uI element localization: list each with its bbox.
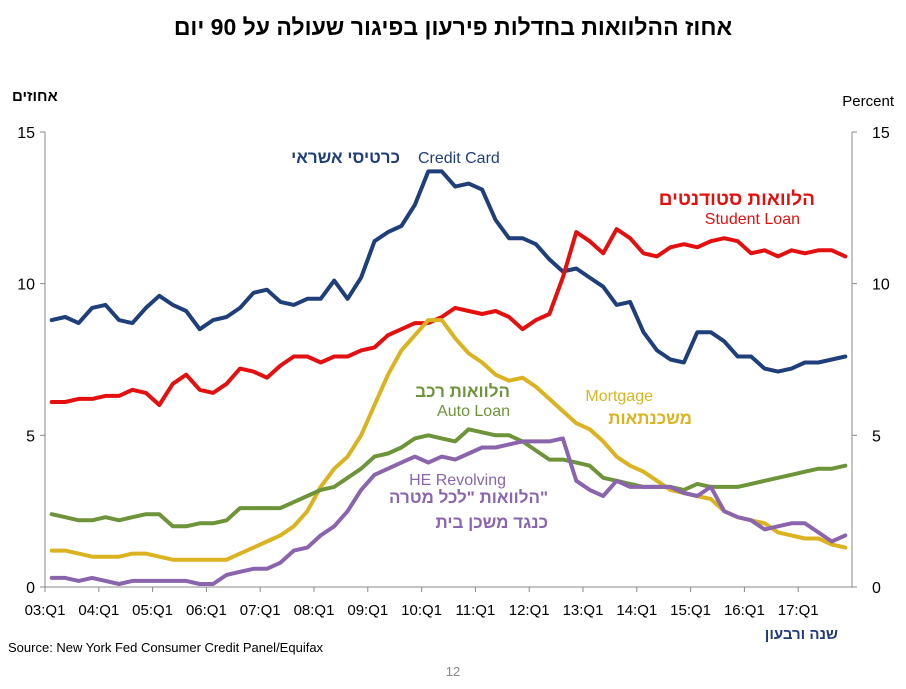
x-tick-label: 14:Q1 [616, 602, 657, 619]
series-label-credit-card: כרטיסי אשראי [291, 148, 400, 167]
x-tick-label: 15:Q1 [670, 602, 711, 619]
series-line-student-loan [49, 227, 848, 407]
y-tick-label-left: 10 [17, 277, 35, 294]
series-label-credit-card: Credit Card [418, 150, 500, 167]
series-labels: כרטיסי אשראי Credit Card הלוואות סטודנטיםS… [291, 148, 815, 532]
series-line-he-revolving [49, 436, 848, 586]
x-tick-label: 07:Q1 [240, 602, 281, 619]
series-label-auto-loan: Auto Loan [437, 403, 510, 420]
y-axis-right-label: Percent [842, 93, 894, 110]
y-tick-label-right: 5 [872, 428, 881, 445]
y-axis-left-label: אחוזים [12, 88, 58, 105]
x-tick-label: 13:Q1 [563, 602, 604, 619]
y-tick-label-left: 15 [17, 125, 35, 142]
series-label-he-revolving: כנגד משכן בית [436, 513, 549, 532]
series-label-auto-loan: הלוואות רכב [415, 382, 510, 401]
x-tick-label: 09:Q1 [347, 602, 388, 619]
series-line-mortgage [49, 318, 848, 562]
x-tick-label: 05:Q1 [132, 602, 173, 619]
y-tick-label-right: 15 [872, 125, 890, 142]
x-axis-label: שנה ורבעון [764, 626, 838, 643]
series-label-mortgage: Mortgage [585, 388, 653, 405]
series-lines [49, 169, 848, 586]
series-label-he-revolving: הלוואות "לכל מטרה" [389, 488, 548, 507]
source-note: Source: New York Fed Consumer Credit Pan… [8, 640, 324, 655]
x-tick-label: 10:Q1 [401, 602, 442, 619]
y-tick-label-right: 0 [872, 580, 881, 597]
axes: 0 0 5 5 10 10 15 15 03:Q1 04:Q1 05:Q1 06:Q1 07:Q1 08:… [17, 125, 890, 619]
x-tick-label: 11:Q1 [456, 602, 496, 619]
x-tick-label: 03:Q1 [25, 602, 66, 619]
x-tick-label: 17:Q1 [778, 602, 819, 619]
series-line-credit-card [49, 169, 848, 374]
series-label-he-revolving: HE Revolving [409, 472, 506, 489]
chart-title: אחוז ההלוואות בחדלות פירעון בפיגור שעולה… [173, 14, 733, 40]
x-tick-label: 06:Q1 [186, 602, 227, 619]
x-tick-label: 04:Q1 [78, 602, 119, 619]
x-tick-label: 16:Q1 [724, 602, 765, 619]
y-tick-label-left: 0 [26, 580, 35, 597]
x-tick-label: 12:Q1 [509, 602, 550, 619]
x-tick-label: 08:Q1 [294, 602, 335, 619]
series-label-student-loan: הלוואות סטודנטים [659, 189, 815, 210]
page-number: 12 [445, 664, 461, 679]
series-label-student-loan: Student Loan [705, 211, 800, 228]
y-tick-label-right: 10 [872, 277, 890, 294]
series-label-mortgage: משכנתאות [608, 409, 692, 428]
y-tick-label-left: 5 [26, 428, 35, 445]
